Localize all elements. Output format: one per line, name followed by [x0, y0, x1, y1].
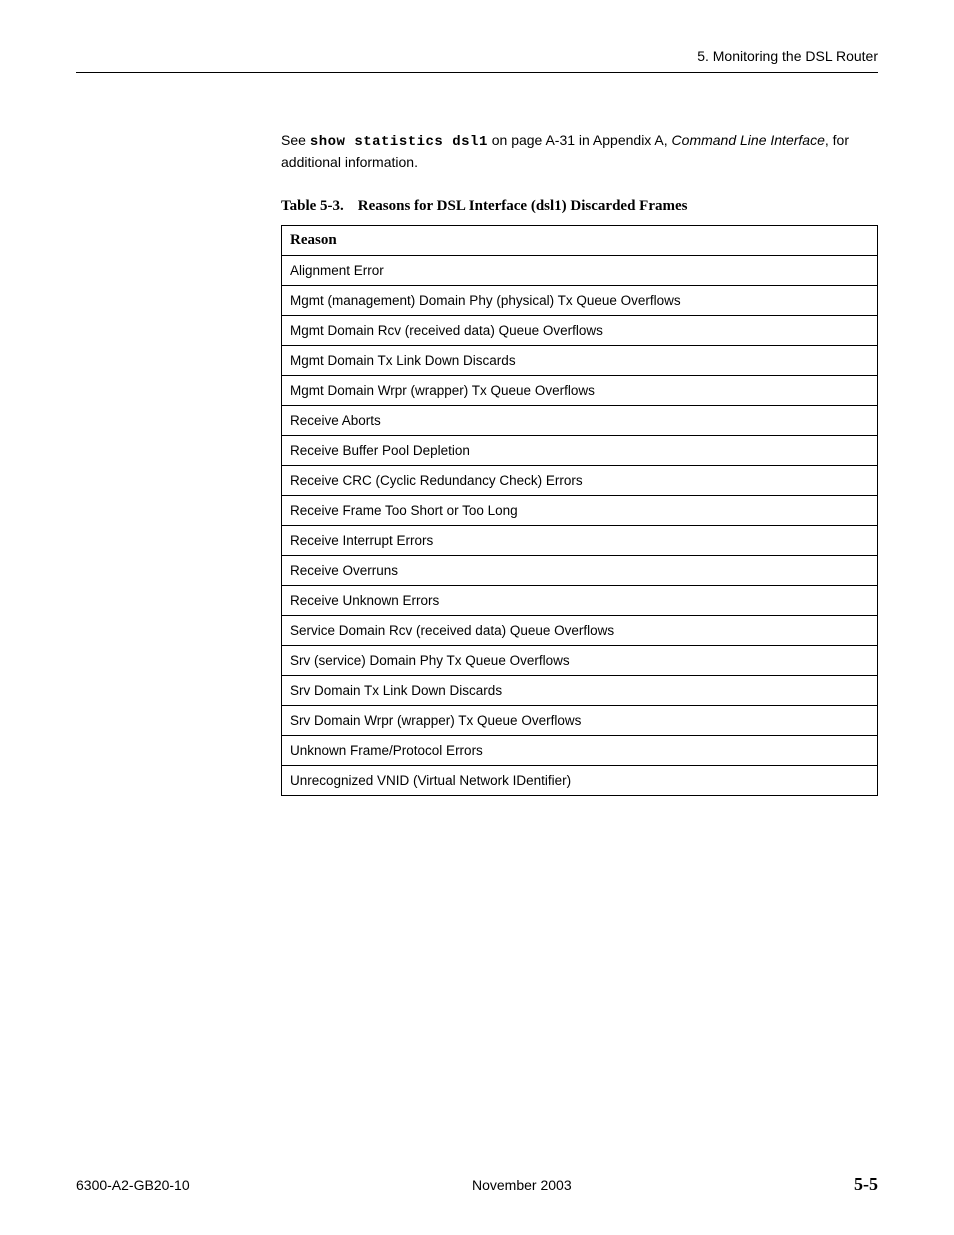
table-title: Reasons for DSL Interface (dsl1) Discard… [358, 198, 688, 214]
table-row: Srv Domain Wrpr (wrapper) Tx Queue Overf… [282, 706, 878, 736]
table-row: Receive Unknown Errors [282, 586, 878, 616]
page: 5. Monitoring the DSL Router See show st… [0, 0, 954, 1235]
table-number: Table 5-3. [281, 198, 344, 214]
table-header-cell: Reason [282, 226, 878, 256]
intro-italic: Command Line Interface [672, 132, 825, 148]
table-row: Mgmt Domain Wrpr (wrapper) Tx Queue Over… [282, 376, 878, 406]
table-cell: Mgmt Domain Rcv (received data) Queue Ov… [282, 316, 878, 346]
reasons-table: Reason Alignment Error Mgmt (management)… [281, 225, 878, 796]
table-caption: Table 5-3. Reasons for DSL Interface (dsl… [281, 198, 878, 215]
table-row: Unknown Frame/Protocol Errors [282, 736, 878, 766]
footer-date: November 2003 [472, 1177, 572, 1193]
table-cell: Receive Overruns [282, 556, 878, 586]
table-row: Mgmt Domain Rcv (received data) Queue Ov… [282, 316, 878, 346]
table-cell: Srv Domain Tx Link Down Discards [282, 676, 878, 706]
table-row: Service Domain Rcv (received data) Queue… [282, 616, 878, 646]
table-row: Unrecognized VNID (Virtual Network IDent… [282, 766, 878, 796]
table-cell: Mgmt Domain Wrpr (wrapper) Tx Queue Over… [282, 376, 878, 406]
table-row: Receive Buffer Pool Depletion [282, 436, 878, 466]
table-cell: Srv Domain Wrpr (wrapper) Tx Queue Overf… [282, 706, 878, 736]
table-row: Receive Frame Too Short or Too Long [282, 496, 878, 526]
intro-mid: on page A-31 in Appendix A, [488, 132, 672, 148]
footer-doc-id: 6300-A2-GB20-10 [76, 1177, 190, 1193]
page-header: 5. Monitoring the DSL Router [76, 48, 878, 73]
intro-paragraph: See show statistics dsl1 on page A-31 in… [281, 131, 878, 172]
chapter-title: 5. Monitoring the DSL Router [697, 48, 878, 64]
table-cell: Mgmt Domain Tx Link Down Discards [282, 346, 878, 376]
table-cell: Srv (service) Domain Phy Tx Queue Overfl… [282, 646, 878, 676]
table-cell: Service Domain Rcv (received data) Queue… [282, 616, 878, 646]
table-cell: Receive Frame Too Short or Too Long [282, 496, 878, 526]
table-block: Table 5-3. Reasons for DSL Interface (dsl… [281, 198, 878, 796]
table-row: Srv (service) Domain Phy Tx Queue Overfl… [282, 646, 878, 676]
table-cell: Receive Buffer Pool Depletion [282, 436, 878, 466]
table-header-row: Reason [282, 226, 878, 256]
page-footer: 6300-A2-GB20-10 November 2003 5-5 [76, 1174, 878, 1195]
table-cell: Unrecognized VNID (Virtual Network IDent… [282, 766, 878, 796]
table-row: Mgmt Domain Tx Link Down Discards [282, 346, 878, 376]
table-cell: Receive Aborts [282, 406, 878, 436]
footer-page-number: 5-5 [854, 1174, 878, 1195]
table-row: Alignment Error [282, 256, 878, 286]
table-cell: Receive Interrupt Errors [282, 526, 878, 556]
table-row: Receive Interrupt Errors [282, 526, 878, 556]
table-row: Mgmt (management) Domain Phy (physical) … [282, 286, 878, 316]
table-cell: Unknown Frame/Protocol Errors [282, 736, 878, 766]
table-cell: Mgmt (management) Domain Phy (physical) … [282, 286, 878, 316]
table-row: Receive CRC (Cyclic Redundancy Check) Er… [282, 466, 878, 496]
table-row: Receive Overruns [282, 556, 878, 586]
table-cell: Alignment Error [282, 256, 878, 286]
table-row: Srv Domain Tx Link Down Discards [282, 676, 878, 706]
table-cell: Receive CRC (Cyclic Redundancy Check) Er… [282, 466, 878, 496]
table-cell: Receive Unknown Errors [282, 586, 878, 616]
table-row: Receive Aborts [282, 406, 878, 436]
command-text: show statistics dsl1 [310, 134, 488, 150]
intro-pre: See [281, 132, 310, 148]
